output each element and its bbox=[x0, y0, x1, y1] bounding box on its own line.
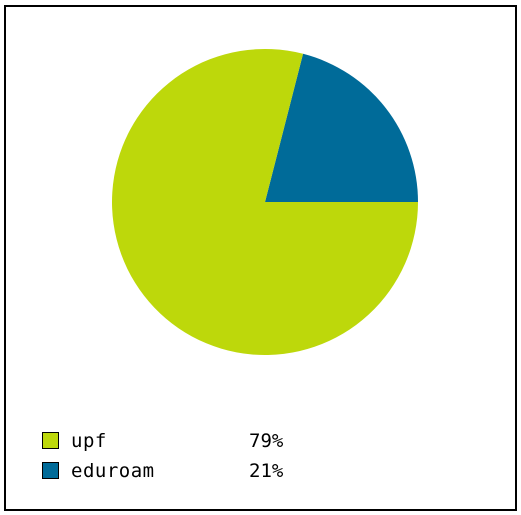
legend-swatch-eduroam bbox=[42, 462, 59, 479]
pie-slice-upf bbox=[111, 49, 418, 356]
legend-entry-eduroam: eduroam 21% bbox=[42, 459, 342, 489]
chart-legend: upf 79% eduroam 21% bbox=[42, 429, 342, 489]
pie-slice-eduroam bbox=[265, 53, 418, 203]
legend-label-upf: upf bbox=[71, 430, 107, 452]
legend-value-upf: 79% bbox=[249, 430, 284, 452]
legend-label-eduroam: eduroam bbox=[71, 460, 155, 482]
pie-slices bbox=[111, 49, 418, 356]
legend-swatch-upf bbox=[42, 432, 59, 449]
legend-entry-upf: upf 79% bbox=[42, 429, 342, 459]
legend-value-eduroam: 21% bbox=[249, 460, 284, 482]
